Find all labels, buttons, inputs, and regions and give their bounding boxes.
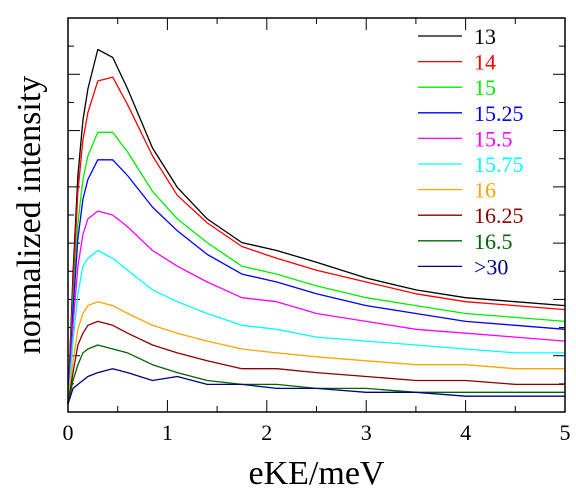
legend-label: 16 — [474, 178, 496, 203]
legend-label: 15.25 — [474, 101, 524, 126]
legend-label: 16.25 — [474, 203, 524, 228]
legend-label: 15.75 — [474, 152, 524, 177]
x-tick-label: 0 — [63, 420, 74, 445]
legend-label: 15 — [474, 75, 496, 100]
legend-label: 16.5 — [474, 229, 513, 254]
x-tick-label: 4 — [460, 420, 471, 445]
x-axis-label: eKE/meV — [249, 455, 385, 492]
x-tick-label: 2 — [261, 420, 272, 445]
series-line-14 — [67, 76, 566, 405]
series-line-15 — [67, 131, 566, 405]
series-line-15_5 — [67, 210, 566, 405]
series-line-15_75 — [67, 249, 565, 405]
series-line-16 — [67, 301, 565, 405]
legend-label: >30 — [474, 254, 508, 279]
x-tick-label: 3 — [361, 420, 372, 445]
series-line-13 — [67, 48, 566, 405]
plot-frame — [67, 17, 566, 413]
x-tick-labels: 0 1 2 3 4 5 — [63, 420, 571, 445]
series-line-_30 — [67, 368, 565, 405]
x-tick-label: 5 — [560, 420, 571, 445]
y-axis-label: normalized intensity — [11, 76, 48, 355]
series-line-16_25 — [67, 320, 565, 405]
x-tick-label: 1 — [162, 420, 173, 445]
series-line-15_25 — [67, 159, 566, 405]
legend-label: 15.5 — [474, 126, 513, 151]
legend-label: 13 — [474, 24, 496, 49]
legend-label: 14 — [474, 50, 496, 75]
series-lines — [67, 48, 566, 405]
series-line-16_5 — [67, 344, 565, 405]
